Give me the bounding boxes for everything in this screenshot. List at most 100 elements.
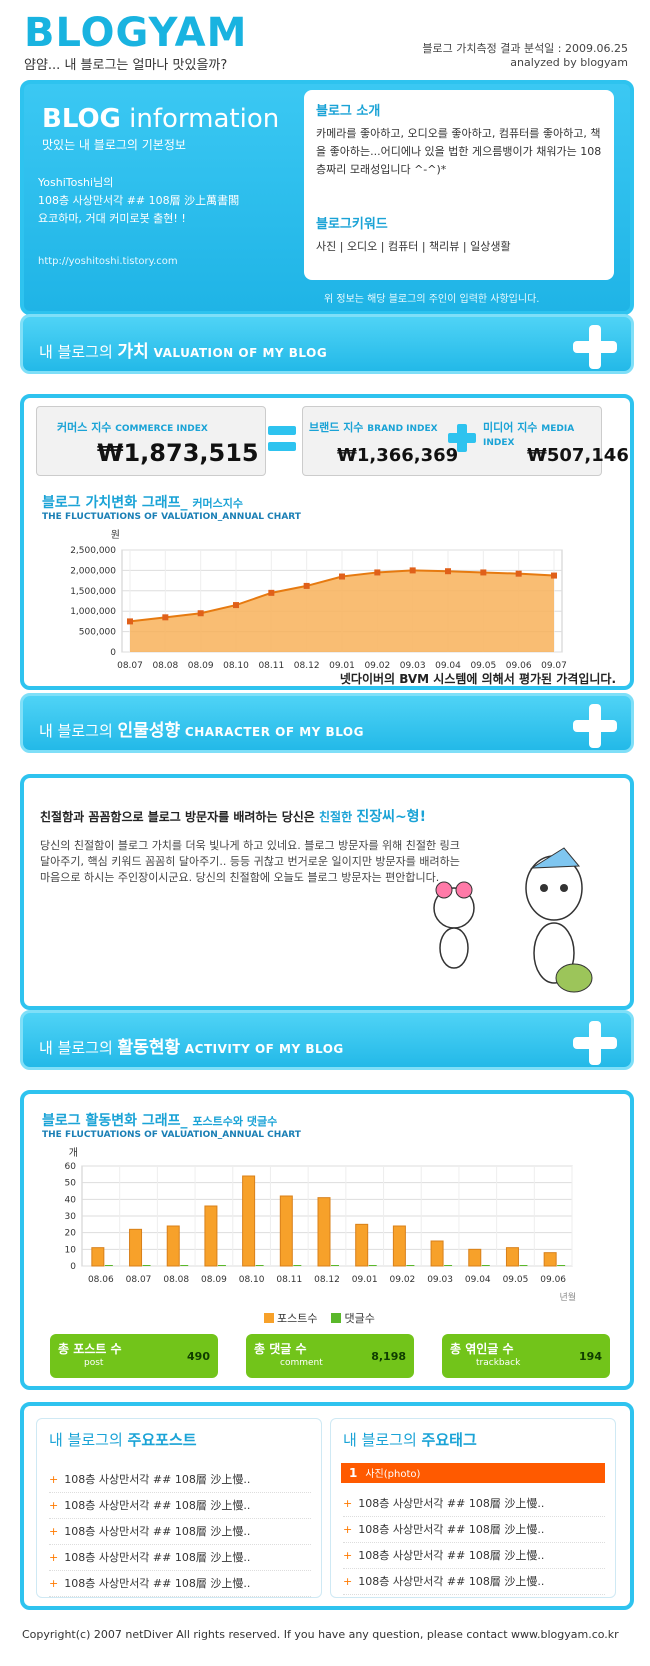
x-tick-label: 08.11 bbox=[276, 1275, 302, 1285]
copyright-footer: Copyright(c) 2007 netDiver All rights re… bbox=[22, 1628, 619, 1641]
activity-title-bar: 내 블로그의 활동현황 ACTIVITY OF MY BLOG bbox=[20, 1010, 634, 1070]
plus-icon[interactable] bbox=[573, 325, 617, 369]
media-index-value: ₩507,146 bbox=[527, 445, 629, 466]
valuation-footnote: 넷다이버의 BVM 시스템에 의해서 평가된 가격입니다. bbox=[339, 672, 616, 686]
posts-bar bbox=[543, 1252, 557, 1267]
x-tick-label: 08.07 bbox=[117, 661, 143, 671]
y-axis-unit: 개 bbox=[69, 1147, 78, 1159]
x-tick-label: 09.04 bbox=[435, 661, 461, 671]
top-post-item[interactable]: +108층 사상만서각 ## 108層 沙上慢.. bbox=[49, 1519, 311, 1545]
data-point bbox=[197, 610, 204, 617]
posts-legend-label: 포스트수 bbox=[277, 1312, 318, 1325]
top-tag-item[interactable]: +108층 사상만서각 ## 108層 沙上慢.. bbox=[343, 1517, 605, 1543]
x-tick-label: 09.07 bbox=[541, 661, 567, 671]
posts-bar bbox=[317, 1197, 331, 1267]
data-point bbox=[268, 589, 275, 596]
character-title-bar: 내 블로그의 인물성향 CHARACTER OF MY BLOG bbox=[20, 693, 634, 753]
comments-legend-swatch bbox=[331, 1313, 342, 1323]
posts-bar bbox=[430, 1240, 444, 1267]
blog-owner: YoshiToshi님의 108층 사상만서각 ## 108層 沙上萬書閣 요코… bbox=[38, 176, 240, 225]
character-panel: 친절함과 꼼꼼함으로 블로그 방문자를 배려하는 당신은 친절한 진장씨~형! … bbox=[20, 774, 634, 1010]
y-tick-label: 10 bbox=[65, 1245, 77, 1255]
x-tick-label: 08.12 bbox=[314, 1275, 340, 1285]
comments-bar bbox=[104, 1265, 113, 1266]
top-tag-item[interactable]: +108층 사상만서각 ## 108層 沙上慢.. bbox=[343, 1569, 605, 1595]
total-comments-stat: 총 댓글 수 comment 8,198 bbox=[246, 1334, 414, 1378]
top-tag-item[interactable]: +108층 사상만서각 ## 108層 沙上慢.. bbox=[343, 1491, 605, 1517]
comments-bar bbox=[557, 1265, 566, 1266]
top-tag-rank-1[interactable]: 1 사진(photo) bbox=[341, 1463, 605, 1483]
posts-bar bbox=[279, 1195, 293, 1267]
posts-bar bbox=[392, 1225, 406, 1267]
activity-chart: 개년월 60 50 40 30 20 10 0 08.06 08.07 08.08 08.09 08.1… bbox=[65, 1147, 576, 1303]
comments-bar bbox=[180, 1265, 189, 1266]
x-tick-label: 08.06 bbox=[88, 1275, 114, 1285]
x-tick-label: 09.04 bbox=[465, 1275, 491, 1285]
posts-legend-swatch bbox=[264, 1313, 274, 1323]
data-point bbox=[515, 570, 522, 577]
top-post-item[interactable]: +108층 사상만서각 ## 108層 沙上慢.. bbox=[49, 1467, 311, 1493]
keyword-heading: 블로그키워드 bbox=[316, 217, 388, 232]
blogyam-logo[interactable]: BLOGYAM bbox=[24, 10, 248, 56]
valuation-chart: 원 2,500,000 2,000,000 1,500,000 1,000,000 500… bbox=[70, 529, 567, 671]
valuation-title: 내 블로그의 가치 VALUATION OF MY BLOG bbox=[39, 342, 328, 362]
x-tick-label: 08.10 bbox=[223, 661, 249, 671]
top-tag-item[interactable]: +108층 사상만서각 ## 108層 沙上慢.. bbox=[343, 1543, 605, 1569]
data-point bbox=[480, 569, 487, 576]
y-tick-label: 30 bbox=[65, 1212, 77, 1222]
data-point bbox=[551, 572, 557, 579]
posts-bar bbox=[355, 1223, 369, 1267]
commerce-index-box: 커머스 지수 COMMERCE INDEX ₩1,873,515 bbox=[36, 406, 266, 476]
y-tick-label: 40 bbox=[65, 1195, 77, 1205]
valuation-title-bar: 내 블로그의 가치 VALUATION OF MY BLOG bbox=[20, 314, 634, 374]
comments-legend-label: 댓글수 bbox=[344, 1312, 375, 1325]
comments-bar bbox=[331, 1265, 339, 1266]
blog-url-link[interactable]: http://yoshitoshi.tistory.com bbox=[38, 256, 178, 267]
y-tick-label: 50 bbox=[65, 1179, 77, 1189]
blog-intro-box: 블로그 소개 카메라를 좋아하고, 오디오를 좋아하고, 컴퓨터를 좋아하고, … bbox=[304, 90, 614, 280]
x-tick-label: 08.08 bbox=[152, 661, 178, 671]
comments-bar bbox=[406, 1265, 415, 1266]
activity-title: 내 블로그의 활동현황 ACTIVITY OF MY BLOG bbox=[39, 1038, 344, 1058]
y-tick-label: 2,500,000 bbox=[70, 546, 116, 556]
plus-icon[interactable] bbox=[573, 704, 617, 748]
info-title: BLOG information bbox=[42, 104, 280, 134]
y-tick-label: 1,500,000 bbox=[70, 587, 116, 597]
analysis-date: 블로그 가치측정 결과 분석일 : 2009.06.25 bbox=[422, 42, 628, 55]
info-subtitle: 맛있는 내 블로그의 기본정보 bbox=[42, 138, 186, 152]
activity-panel: 블로그 활동변화 그래프_ 포스트수와 댓글수 THE FLUCTUATIONS… bbox=[20, 1090, 634, 1390]
top-tags-box: 내 블로그의 주요태그 1 사진(photo) +108층 사상만서각 ## 10… bbox=[330, 1418, 616, 1598]
commerce-index-label: 커머스 지수 COMMERCE INDEX bbox=[57, 421, 208, 434]
posts-bar bbox=[91, 1247, 105, 1267]
character-title: 내 블로그의 인물성향 CHARACTER OF MY BLOG bbox=[39, 721, 364, 741]
y-tick-label: 20 bbox=[65, 1229, 77, 1239]
top-post-item[interactable]: +108층 사상만서각 ## 108層 沙上慢.. bbox=[49, 1493, 311, 1519]
media-index-label: 미디어 지수 MEDIA INDEX bbox=[483, 421, 575, 448]
posts-bar bbox=[242, 1175, 256, 1267]
x-tick-label: 09.01 bbox=[329, 661, 355, 671]
x-tick-label: 09.02 bbox=[390, 1275, 416, 1285]
plus-icon[interactable] bbox=[573, 1021, 617, 1065]
total-trackbacks-stat: 총 엮인글 수 trackback 194 bbox=[442, 1334, 610, 1378]
x-tick-label: 09.03 bbox=[427, 1275, 453, 1285]
intro-heading: 블로그 소개 bbox=[316, 104, 381, 119]
top-tags-list: +108층 사상만서각 ## 108層 沙上慢.. +108층 사상만서각 ##… bbox=[343, 1491, 605, 1595]
data-point bbox=[409, 567, 416, 574]
x-tick-label: 08.12 bbox=[294, 661, 320, 671]
valuation-panel: 커머스 지수 COMMERCE INDEX ₩1,873,515 브랜드 지수 … bbox=[20, 394, 634, 690]
data-point bbox=[162, 614, 169, 621]
top-post-item[interactable]: +108층 사상만서각 ## 108層 沙上慢.. bbox=[49, 1571, 311, 1597]
brand-media-box: 브랜드 지수 BRAND INDEX ₩1,366,369 미디어 지수 MED… bbox=[302, 406, 629, 476]
top-posts-box: 내 블로그의 주요포스트 +108층 사상만서각 ## 108層 沙上慢.. +… bbox=[36, 1418, 322, 1598]
x-tick-label: 09.05 bbox=[470, 661, 496, 671]
x-tick-label: 09.01 bbox=[352, 1275, 378, 1285]
data-point bbox=[339, 573, 345, 580]
top-post-item[interactable]: +108층 사상만서각 ## 108層 沙上慢.. bbox=[49, 1545, 311, 1571]
y-tick-label: 500,000 bbox=[79, 628, 116, 638]
info-note: 위 정보는 해당 블로그의 주인이 입력한 사항입니다. bbox=[324, 294, 540, 305]
mascot-illustration bbox=[433, 847, 593, 993]
data-point bbox=[374, 569, 381, 576]
y-tick-label: 0 bbox=[110, 648, 116, 658]
comments-bar bbox=[142, 1265, 151, 1266]
top-posts-heading: 내 블로그의 주요포스트 bbox=[49, 1431, 197, 1449]
